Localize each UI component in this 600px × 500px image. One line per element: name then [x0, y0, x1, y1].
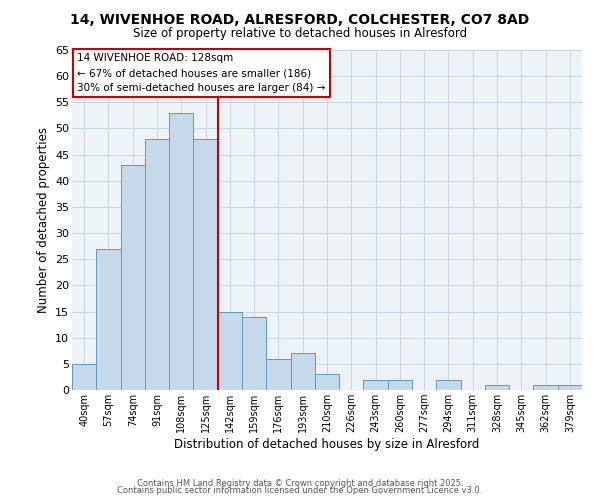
Bar [558, 385, 582, 390]
X-axis label: Distribution of detached houses by size in Alresford: Distribution of detached houses by size … [175, 438, 479, 451]
Bar [218, 312, 242, 390]
Bar [242, 317, 266, 390]
Bar [388, 380, 412, 390]
Bar [169, 113, 193, 390]
Bar [121, 165, 145, 390]
Bar [533, 385, 558, 390]
Bar [193, 139, 218, 390]
Text: 14 WIVENHOE ROAD: 128sqm
← 67% of detached houses are smaller (186)
30% of semi-: 14 WIVENHOE ROAD: 128sqm ← 67% of detach… [77, 54, 325, 93]
Bar [96, 249, 121, 390]
Bar [290, 354, 315, 390]
Bar [315, 374, 339, 390]
Bar [72, 364, 96, 390]
Bar [485, 385, 509, 390]
Text: Contains public sector information licensed under the Open Government Licence v3: Contains public sector information licen… [118, 486, 482, 495]
Text: 14, WIVENHOE ROAD, ALRESFORD, COLCHESTER, CO7 8AD: 14, WIVENHOE ROAD, ALRESFORD, COLCHESTER… [70, 12, 530, 26]
Text: Contains HM Land Registry data © Crown copyright and database right 2025.: Contains HM Land Registry data © Crown c… [137, 478, 463, 488]
Text: Size of property relative to detached houses in Alresford: Size of property relative to detached ho… [133, 28, 467, 40]
Bar [364, 380, 388, 390]
Y-axis label: Number of detached properties: Number of detached properties [37, 127, 50, 313]
Bar [145, 139, 169, 390]
Bar [266, 358, 290, 390]
Bar [436, 380, 461, 390]
